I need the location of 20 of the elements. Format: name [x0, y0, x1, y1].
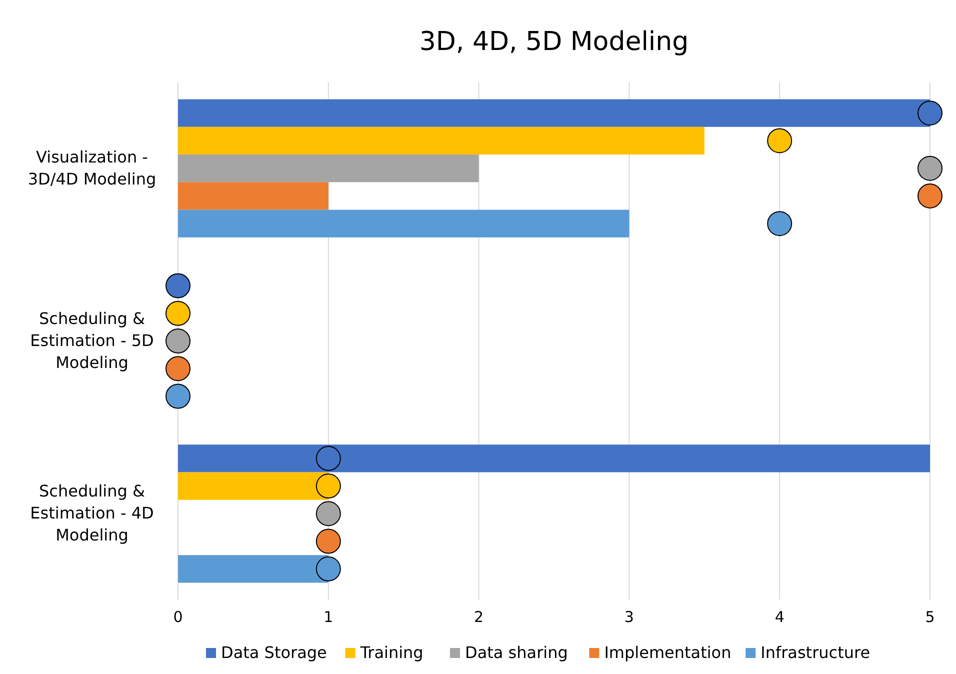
- x-tick-label: 2: [474, 608, 484, 626]
- x-tick-label: 1: [324, 608, 334, 626]
- bar: [178, 126, 704, 155]
- legend-label: Data sharing: [465, 643, 568, 662]
- legend-label: Data Storage: [221, 643, 327, 662]
- x-tick-label: 4: [774, 608, 784, 626]
- bar: [178, 182, 328, 210]
- chart-title: 3D, 4D, 5D Modeling: [419, 27, 689, 57]
- x-tick-label: 3: [624, 608, 634, 626]
- bar: [178, 210, 630, 238]
- bar: [178, 444, 930, 472]
- y-tick-label: Scheduling & Estimation - 5D Modeling: [30, 309, 154, 372]
- x-tick-label: 5: [925, 608, 935, 626]
- x-tick-label: 0: [173, 608, 183, 626]
- legend-label: Implementation: [604, 643, 732, 662]
- bar: [178, 154, 479, 182]
- legend-label: Training: [359, 643, 424, 662]
- y-tick-label: Scheduling & Estimation - 4D Modeling: [30, 482, 154, 545]
- legend-label: Infrastructure: [760, 643, 870, 662]
- y-tick-label: Visualization - 3D/4D Modeling: [28, 147, 156, 188]
